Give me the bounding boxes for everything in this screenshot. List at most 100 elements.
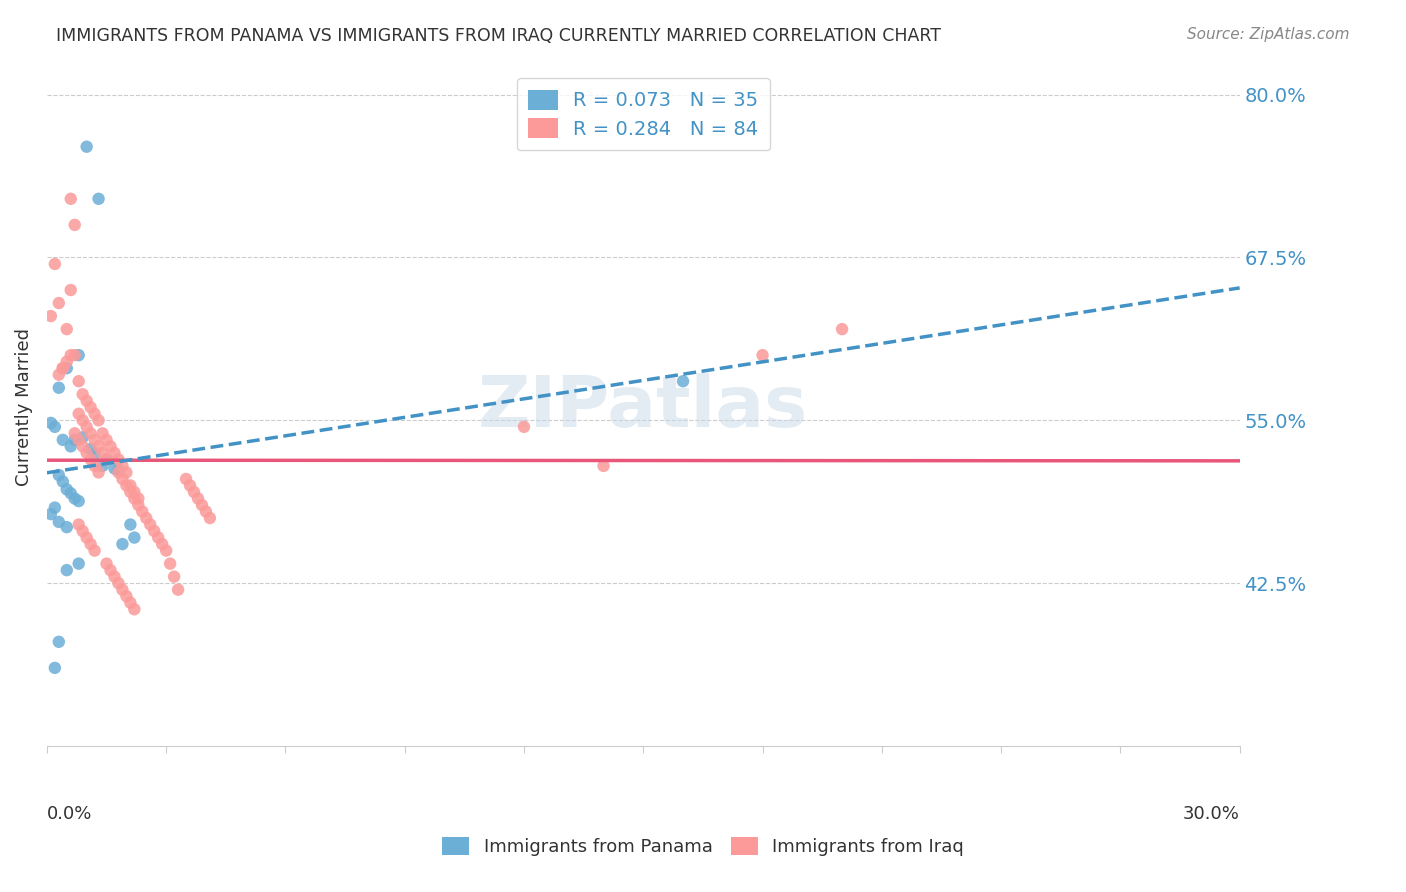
Point [76, 531, 98, 545]
Point [76, 393, 98, 408]
Point [83, 543, 105, 558]
Point [87, 192, 110, 206]
Point [48, 296, 70, 310]
Point [63, 218, 86, 232]
Point [111, 472, 134, 486]
Point [79, 537, 101, 551]
Point [96, 433, 118, 447]
Point [96, 452, 118, 467]
Point [174, 472, 197, 486]
Point [91, 458, 114, 473]
Point [72, 524, 94, 538]
Point [63, 426, 86, 441]
Point [72, 439, 94, 453]
Point [103, 461, 125, 475]
Point [55, 322, 77, 336]
Point [52, 361, 75, 376]
Point [187, 491, 209, 506]
Y-axis label: Currently Married: Currently Married [15, 328, 32, 486]
Point [124, 602, 146, 616]
Point [67, 517, 90, 532]
Point [124, 485, 146, 500]
Point [120, 517, 142, 532]
Point [79, 401, 101, 415]
Point [83, 447, 105, 461]
Point [127, 491, 149, 506]
Point [179, 478, 201, 492]
Point [100, 563, 122, 577]
Point [39, 507, 62, 521]
Point [52, 475, 75, 489]
Point [55, 483, 77, 497]
Point [131, 504, 153, 518]
Point [111, 458, 134, 473]
Point [55, 361, 77, 376]
Point [48, 381, 70, 395]
Point [513, 420, 536, 434]
Point [39, 309, 62, 323]
Point [143, 524, 166, 538]
Point [120, 596, 142, 610]
Point [59, 486, 82, 500]
Point [148, 531, 170, 545]
Point [67, 433, 90, 447]
Point [48, 368, 70, 382]
Point [100, 439, 122, 453]
Point [96, 557, 118, 571]
Point [115, 466, 138, 480]
Point [124, 491, 146, 506]
Point [63, 433, 86, 447]
Point [67, 557, 90, 571]
Text: IMMIGRANTS FROM PANAMA VS IMMIGRANTS FROM IRAQ CURRENTLY MARRIED CORRELATION CHA: IMMIGRANTS FROM PANAMA VS IMMIGRANTS FRO… [56, 27, 941, 45]
Point [87, 413, 110, 427]
Point [167, 582, 190, 597]
Point [44, 500, 66, 515]
Point [48, 635, 70, 649]
Point [63, 348, 86, 362]
Point [91, 446, 114, 460]
Point [751, 348, 773, 362]
Point [79, 452, 101, 467]
Text: 30.0%: 30.0% [1182, 805, 1240, 822]
Point [159, 557, 181, 571]
Point [592, 458, 614, 473]
Point [72, 430, 94, 444]
Point [163, 569, 186, 583]
Point [135, 511, 157, 525]
Point [198, 511, 221, 525]
Point [67, 348, 90, 362]
Point [107, 576, 129, 591]
Point [83, 458, 105, 473]
Point [59, 192, 82, 206]
Point [59, 283, 82, 297]
Point [91, 426, 114, 441]
Point [76, 139, 98, 153]
Legend: R = 0.073   N = 35, R = 0.284   N = 84: R = 0.073 N = 35, R = 0.284 N = 84 [516, 78, 770, 151]
Point [127, 498, 149, 512]
Point [150, 537, 173, 551]
Point [72, 387, 94, 401]
Point [107, 466, 129, 480]
Point [87, 439, 110, 453]
Point [672, 374, 695, 388]
Point [52, 361, 75, 376]
Text: 0.0%: 0.0% [46, 805, 93, 822]
Point [76, 420, 98, 434]
Point [155, 543, 177, 558]
Point [107, 463, 129, 477]
Point [44, 257, 66, 271]
Point [48, 468, 70, 483]
Point [67, 407, 90, 421]
Point [59, 439, 82, 453]
Point [183, 485, 205, 500]
Text: Source: ZipAtlas.com: Source: ZipAtlas.com [1187, 27, 1350, 42]
Point [83, 433, 105, 447]
Point [55, 563, 77, 577]
Legend: Immigrants from Panama, Immigrants from Iraq: Immigrants from Panama, Immigrants from … [433, 828, 973, 865]
Point [120, 478, 142, 492]
Point [48, 515, 70, 529]
Point [63, 491, 86, 506]
Point [139, 517, 162, 532]
Point [115, 478, 138, 492]
Point [107, 452, 129, 467]
